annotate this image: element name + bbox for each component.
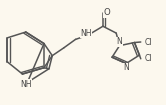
Text: Cl: Cl <box>144 37 152 47</box>
Text: O: O <box>103 8 110 17</box>
Text: N: N <box>123 63 129 72</box>
Text: N: N <box>116 37 122 46</box>
Text: NH: NH <box>20 80 32 89</box>
Text: NH: NH <box>80 29 92 38</box>
Text: Cl: Cl <box>144 54 152 63</box>
